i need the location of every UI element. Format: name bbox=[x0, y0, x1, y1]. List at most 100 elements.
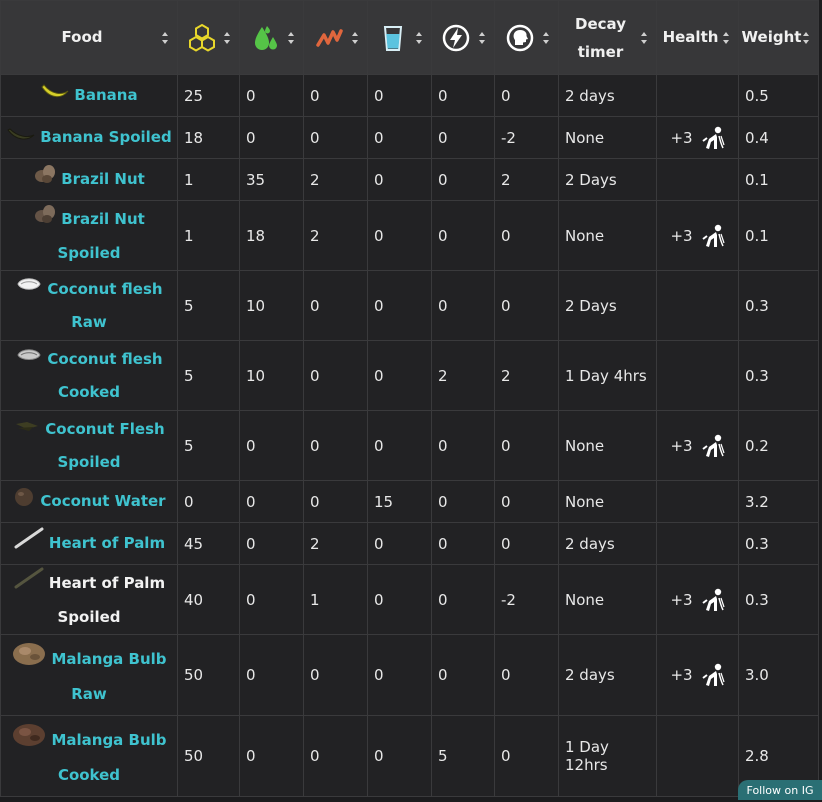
food-name-link[interactable]: Heart of Palm bbox=[48, 534, 166, 552]
food-name-link[interactable]: Malanga Bulb Raw bbox=[51, 649, 167, 703]
health-cell bbox=[656, 480, 739, 523]
food-name-link[interactable]: Brazil Nut Spoiled bbox=[57, 210, 145, 262]
sort-arrows-icon[interactable] bbox=[803, 31, 810, 44]
sort-arrows-icon[interactable] bbox=[479, 31, 486, 44]
health-cell: +3 bbox=[656, 634, 739, 716]
health-cell bbox=[656, 340, 739, 411]
spoiled-brazil-nut-icon bbox=[33, 202, 57, 237]
column-header-drink[interactable] bbox=[367, 0, 432, 75]
sort-arrows-icon[interactable] bbox=[641, 31, 648, 44]
food-name-link[interactable]: Coconut flesh Raw bbox=[47, 280, 163, 331]
sort-arrows-icon[interactable] bbox=[162, 31, 169, 44]
stat-value-cell: 10 bbox=[239, 340, 304, 411]
health-cell: +3 bbox=[656, 564, 739, 635]
food-cell: Coconut flesh Cooked bbox=[0, 340, 178, 411]
stat-value-cell: 0 bbox=[303, 715, 368, 797]
health-cell: +3 bbox=[656, 200, 739, 271]
stat-value-cell: 0 bbox=[494, 715, 559, 797]
column-header-stamina[interactable] bbox=[303, 0, 368, 75]
health-value: +3 bbox=[670, 436, 693, 455]
stat-value-cell: 0 bbox=[367, 74, 432, 117]
decay-timer-cell: 2 Days bbox=[558, 158, 657, 201]
weight-cell: 0.5 bbox=[738, 74, 819, 117]
food-name-link[interactable]: Banana bbox=[74, 86, 138, 105]
food-name-link[interactable]: Coconut Water bbox=[40, 492, 166, 510]
sort-arrows-icon[interactable] bbox=[723, 31, 730, 44]
stat-value-cell: 40 bbox=[177, 564, 240, 635]
stat-value-cell: 0 bbox=[367, 340, 432, 411]
column-header-decay[interactable]: Decay timer bbox=[558, 0, 657, 75]
food-name-link[interactable]: Malanga Bulb Cooked bbox=[51, 730, 167, 784]
vomiting-person-icon bbox=[699, 662, 725, 688]
stat-value-cell: 0 bbox=[367, 410, 432, 481]
column-header-food-stat[interactable] bbox=[177, 0, 240, 75]
malanga-bulb-cooked-icon bbox=[11, 722, 47, 759]
column-header-food[interactable]: Food bbox=[0, 0, 178, 75]
stat-value-cell: 0 bbox=[303, 634, 368, 716]
table-body: Banana 25 0 0 0 0 0 2 days 0.5 Banana Spoiled 18 0 0… bbox=[0, 74, 819, 797]
stat-value-cell: 0 bbox=[431, 270, 495, 341]
food-cell: Malanga Bulb Cooked bbox=[0, 715, 178, 797]
water-drops-icon bbox=[254, 25, 277, 50]
column-header-weight[interactable]: Weight bbox=[738, 0, 819, 75]
food-name-link: Heart of Palm Spoiled bbox=[48, 574, 166, 626]
spoiled-banana-icon bbox=[6, 122, 36, 154]
column-header-health[interactable]: Health bbox=[656, 0, 739, 75]
sort-arrows-icon[interactable] bbox=[352, 31, 359, 44]
follow-on-ig-badge[interactable]: Follow on IG bbox=[738, 780, 822, 800]
column-header-label: Health bbox=[662, 28, 719, 46]
stat-value-cell: 0 bbox=[367, 270, 432, 341]
stat-value-cell: 0 bbox=[431, 116, 495, 159]
stat-value-cell: 10 bbox=[239, 270, 304, 341]
food-cell: Brazil Nut bbox=[0, 158, 178, 201]
sort-arrows-icon[interactable] bbox=[288, 31, 295, 44]
food-name-link[interactable]: Coconut Flesh Spoiled bbox=[45, 420, 165, 471]
table-row: Malanga Bulb Raw 50 0 0 0 0 0 2 days +3 3.0 bbox=[0, 634, 819, 716]
stat-value-cell: 0 bbox=[431, 522, 495, 565]
food-name-link[interactable]: Banana Spoiled bbox=[40, 128, 172, 147]
stat-value-cell: 0 bbox=[431, 158, 495, 201]
weight-cell: 0.1 bbox=[738, 158, 819, 201]
heart-of-palm-icon bbox=[13, 526, 45, 561]
weight-cell: 0.1 bbox=[738, 200, 819, 271]
health-cell bbox=[656, 74, 739, 117]
stat-value-cell: 0 bbox=[239, 116, 304, 159]
stat-value-cell: 0 bbox=[367, 116, 432, 159]
food-name-link[interactable]: Brazil Nut bbox=[61, 170, 145, 188]
stat-value-cell: 50 bbox=[177, 634, 240, 716]
column-header-label: Decay timer bbox=[575, 14, 626, 61]
food-cell: Coconut Water bbox=[0, 480, 178, 523]
sort-arrows-icon[interactable] bbox=[224, 31, 231, 44]
stat-value-cell: 0 bbox=[431, 410, 495, 481]
banana-icon bbox=[40, 80, 70, 112]
vomiting-person-icon bbox=[699, 587, 725, 613]
coconut-flesh-spoiled-icon bbox=[13, 414, 41, 446]
health-value: +3 bbox=[670, 226, 693, 245]
head-mind-icon bbox=[506, 24, 533, 51]
sort-arrows-icon[interactable] bbox=[543, 31, 550, 44]
vomiting-person-icon bbox=[699, 125, 725, 151]
table-row: Coconut flesh Raw 5 10 0 0 0 0 2 Days 0.3 bbox=[0, 270, 819, 341]
stat-value-cell: 1 bbox=[177, 200, 240, 271]
column-header-mind[interactable] bbox=[494, 0, 559, 75]
stat-value-cell: 0 bbox=[494, 480, 559, 523]
decay-timer-cell: None bbox=[558, 410, 657, 481]
sort-arrows-icon[interactable] bbox=[416, 31, 423, 44]
table-row: Brazil Nut 1 35 2 0 0 2 2 Days 0.1 bbox=[0, 158, 819, 201]
weight-cell: 3.0 bbox=[738, 634, 819, 716]
column-header-water[interactable] bbox=[239, 0, 304, 75]
stat-value-cell: 18 bbox=[177, 116, 240, 159]
stat-value-cell: 0 bbox=[239, 410, 304, 481]
food-name-link[interactable]: Coconut flesh Cooked bbox=[47, 350, 163, 401]
stat-value-cell: 45 bbox=[177, 522, 240, 565]
stat-value-cell: 0 bbox=[431, 634, 495, 716]
health-cell bbox=[656, 270, 739, 341]
health-cell: +3 bbox=[656, 410, 739, 481]
stat-value-cell: 2 bbox=[431, 340, 495, 411]
column-header-energy[interactable] bbox=[431, 0, 495, 75]
stat-value-cell: 0 bbox=[367, 522, 432, 565]
stat-value-cell: 0 bbox=[494, 270, 559, 341]
stat-value-cell: -2 bbox=[494, 116, 559, 159]
food-cell: Banana Spoiled bbox=[0, 116, 178, 159]
